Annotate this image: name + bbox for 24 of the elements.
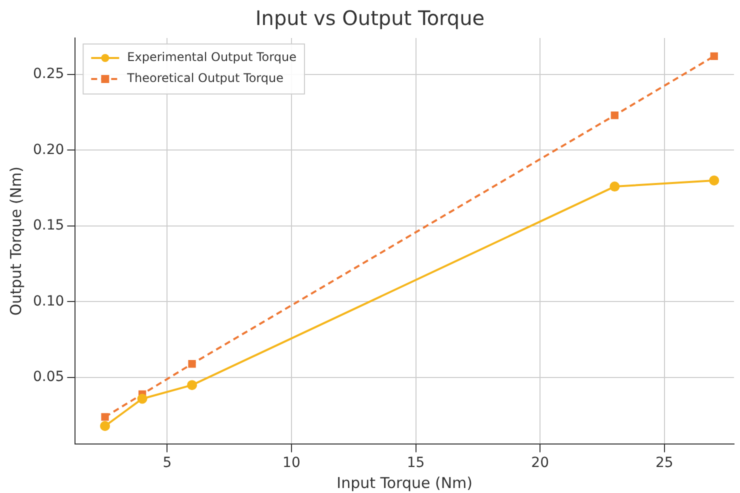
point [709,175,720,186]
point [188,360,196,368]
y-tick-label: 0.15 [33,218,64,234]
chart-title: Input vs Output Torque [255,6,485,30]
point [100,421,110,432]
y-tick-label: 0.05 [33,369,64,386]
y-axis-title: Output Torque (Nm) [6,166,25,316]
point [101,413,109,421]
x-tick-label: 15 [406,455,425,472]
y-tick-label: 0.25 [33,66,64,82]
x-tick-label: 10 [282,455,300,472]
point [610,182,620,192]
x-tick-label: 20 [531,455,549,472]
point [710,52,718,60]
y-tick-label: 0.10 [33,293,64,310]
y-tick-label: 0.20 [33,142,64,158]
legend-label: Experimental Output Torque [127,50,296,64]
legend-label: Theoretical Output Torque [126,71,284,86]
x-tick-label: 5 [162,455,172,472]
x-tick-label: 25 [655,455,674,472]
x-axis-title: Input Torque (Nm) [336,474,473,492]
point [610,111,618,120]
point [137,394,148,404]
point [187,380,198,390]
